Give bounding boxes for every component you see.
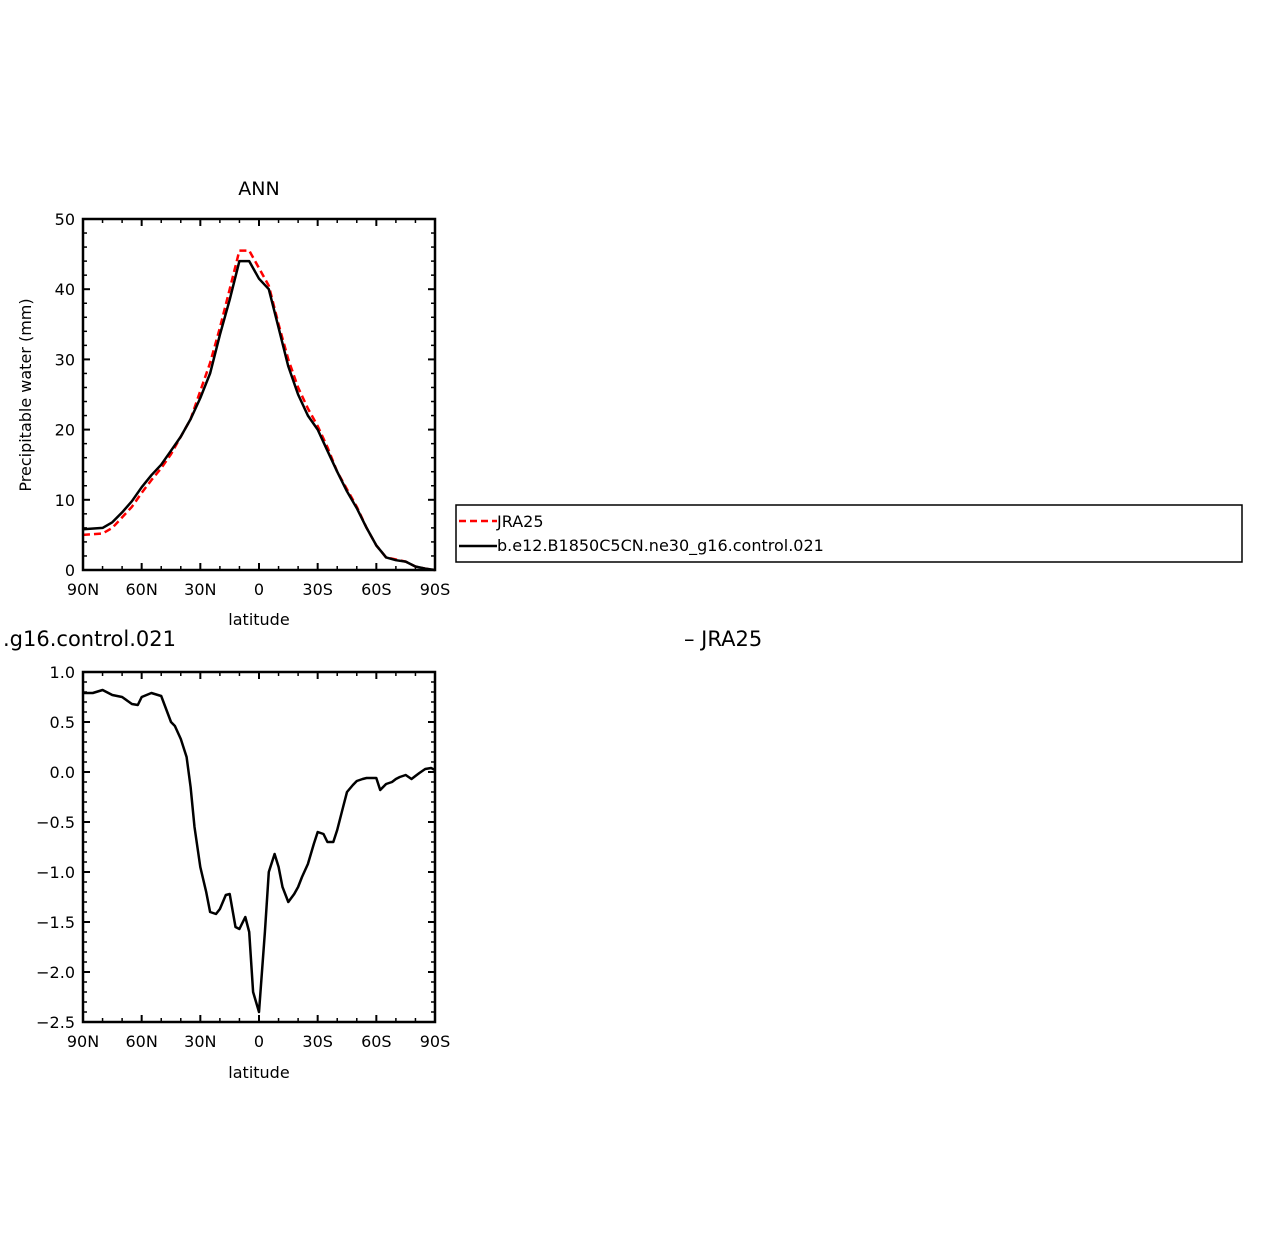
bottom-plot-frame bbox=[81, 670, 437, 1024]
legend-label-model: b.e12.B1850C5CN.ne30_g16.control.021 bbox=[497, 536, 824, 556]
top-x-tick-label: 60N bbox=[126, 580, 158, 599]
top-series-line-0 bbox=[82, 249, 436, 572]
bottom-x-tick-label: 90N bbox=[67, 1032, 99, 1051]
top-ticks bbox=[82, 218, 436, 571]
bottom-x-tick-label: 60N bbox=[126, 1032, 158, 1051]
bottom-x-tick-label: 0 bbox=[254, 1032, 264, 1051]
top-y-tick-label: 20 bbox=[55, 421, 75, 440]
top-series-group bbox=[82, 249, 436, 572]
bottom-panel: .g16.control.021 – JRA25 −2.5 −2.0 −1.5 −1.… bbox=[0, 627, 762, 1082]
bottom-series-group bbox=[83, 688, 436, 1014]
bottom-x-tick-labels: 90N 60N 30N 0 30S 60S 90S bbox=[67, 1032, 450, 1051]
top-y-tick-label: 30 bbox=[55, 350, 75, 369]
bottom-y-tick-label: −1.5 bbox=[36, 913, 75, 932]
bottom-y-tick-label: −2.0 bbox=[36, 963, 75, 982]
bottom-x-tick-label: 60S bbox=[361, 1032, 392, 1051]
top-series-line-1 bbox=[82, 259, 436, 572]
bottom-x-tick-label: 90S bbox=[420, 1032, 451, 1051]
bottom-y-tick-labels: −2.5 −2.0 −1.5 −1.0 −0.5 0.0 0.5 1.0 bbox=[36, 663, 75, 1032]
bottom-title-right: – JRA25 bbox=[684, 627, 762, 651]
top-y-tick-label: 40 bbox=[55, 280, 75, 299]
bottom-ylabel: Precipitable water (mm) bbox=[0, 748, 18, 941]
top-x-tick-label: 90N bbox=[67, 580, 99, 599]
bottom-title-left: .g16.control.021 bbox=[3, 627, 176, 651]
legend-box bbox=[455, 504, 1243, 563]
top-ylabel: Precipitable water (mm) bbox=[16, 298, 35, 491]
legend-label-jra25: JRA25 bbox=[496, 512, 544, 531]
top-plot-frame bbox=[81, 217, 437, 572]
bottom-xlabel: latitude bbox=[228, 1063, 289, 1082]
bottom-y-tick-label: −0.5 bbox=[36, 813, 75, 832]
bottom-y-tick-label: −2.5 bbox=[36, 1013, 75, 1032]
top-panel: ANN 0 10 20 30 40 50 90N 60N 30N 0 30S 60S 90S Prec… bbox=[16, 178, 450, 629]
top-x-tick-label: 60S bbox=[361, 580, 392, 599]
bottom-x-tick-label: 30S bbox=[302, 1032, 333, 1051]
top-title: ANN bbox=[238, 178, 279, 200]
bottom-ylabel-clip: Precipitable water (mm) bbox=[0, 748, 18, 941]
bottom-x-tick-label: 30N bbox=[184, 1032, 216, 1051]
bottom-y-tick-label: 0.5 bbox=[50, 713, 75, 732]
top-xlabel: latitude bbox=[228, 610, 289, 629]
top-x-tick-label: 30N bbox=[184, 580, 216, 599]
bottom-ticks bbox=[82, 671, 436, 1023]
bottom-y-tick-label: −1.0 bbox=[36, 863, 75, 882]
bottom-y-tick-label: 0.0 bbox=[50, 763, 75, 782]
top-y-tick-label: 10 bbox=[55, 491, 75, 510]
bottom-y-tick-label: 1.0 bbox=[50, 663, 75, 682]
top-x-tick-labels: 90N 60N 30N 0 30S 60S 90S bbox=[67, 580, 450, 599]
top-x-tick-label: 30S bbox=[302, 580, 333, 599]
top-y-tick-label: 0 bbox=[65, 561, 75, 580]
bottom-series-line-0 bbox=[83, 688, 436, 1014]
top-x-tick-label: 90S bbox=[420, 580, 451, 599]
top-y-tick-labels: 0 10 20 30 40 50 bbox=[55, 210, 75, 580]
top-y-tick-label: 50 bbox=[55, 210, 75, 229]
top-x-tick-label: 0 bbox=[254, 580, 264, 599]
legend: JRA25 b.e12.B1850C5CN.ne30_g16.control.0… bbox=[455, 504, 1243, 563]
